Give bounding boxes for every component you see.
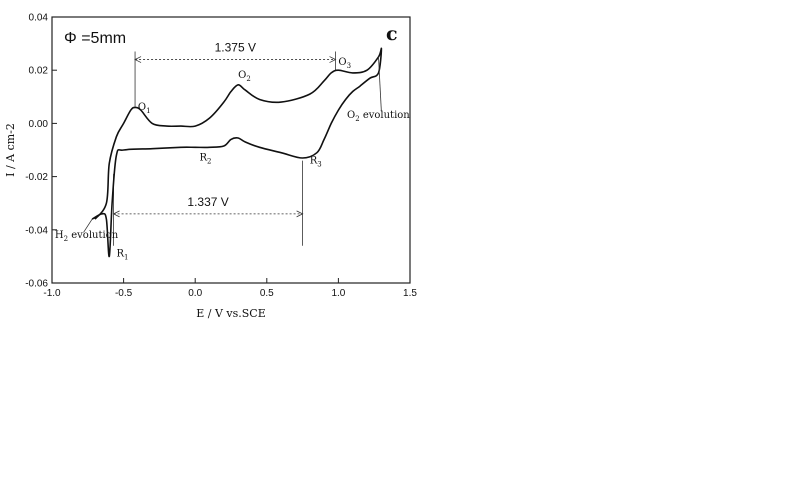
peak-label: R1 — [116, 248, 128, 261]
potential-difference-markers: 1.375 V 1.337 V — [112, 41, 337, 246]
peak-label-main: O — [138, 102, 146, 113]
x-tick-label: 1.5 — [403, 288, 417, 299]
y-tick-label: 0.00 — [29, 119, 49, 130]
peak-label: H2 evolution — [55, 230, 119, 243]
peak-label: O2 — [238, 70, 251, 83]
peak-label-sub: 3 — [347, 62, 351, 70]
panel-label: c — [386, 23, 398, 45]
y-tick-label: 0.04 — [29, 13, 49, 24]
h2-evolution-leader — [83, 218, 93, 233]
x-tick-label: 0.0 — [188, 288, 202, 299]
y-tick-label: 0.02 — [29, 66, 49, 77]
peak-label: R3 — [310, 155, 322, 168]
peak-label-tail: evolution — [360, 110, 411, 121]
peak-label-sub: 2 — [207, 158, 211, 166]
peak-label-main: R — [116, 248, 124, 259]
y-axis-title: I / A cm-2 — [4, 123, 17, 177]
x-axis-title: E / V vs.SCE — [196, 307, 266, 320]
phi-label: Φ =5mm — [64, 30, 126, 47]
peak-label: R2 — [199, 153, 211, 166]
cv-curve — [91, 47, 383, 258]
y-tick-label: -0.06 — [25, 279, 48, 290]
peak-label-main: O — [347, 110, 355, 121]
y-tick-label: -0.02 — [25, 172, 48, 183]
peak-label-sub: 1 — [146, 107, 150, 115]
o2-evolution-leader — [378, 56, 382, 112]
axis-ticks: -1.0 -0.5 0.0 0.5 1.0 1.5 0.04 0.02 0.00 -0.02 -0.… — [25, 13, 417, 300]
x-tick-label: -0.5 — [115, 288, 133, 299]
x-tick-label: 0.5 — [260, 288, 274, 299]
x-tick-label: 1.0 — [331, 288, 345, 299]
peak-label: O3 — [338, 57, 351, 70]
peak-label-main: H — [55, 230, 64, 241]
peak-label-sub: 2 — [64, 235, 68, 243]
y-tick-label: -0.04 — [25, 225, 48, 236]
dimension-label: 1.337 V — [187, 195, 228, 209]
peak-label-main: R — [310, 155, 318, 166]
x-tick-label: -1.0 — [43, 288, 61, 299]
dimension-label: 1.375 V — [215, 41, 256, 55]
peak-label-main: O — [338, 57, 346, 68]
peak-label-sub: 3 — [317, 160, 321, 168]
cv-series-line — [91, 47, 383, 258]
peak-label-sub: 2 — [355, 115, 359, 123]
peak-label: O2 evolution — [347, 110, 410, 123]
peak-label: O1 — [138, 102, 151, 115]
peak-label-sub: 1 — [124, 253, 128, 261]
plot-frame — [51, 16, 411, 284]
peak-label-main: R — [199, 153, 207, 164]
peak-label-main: O — [238, 70, 246, 81]
peak-label-sub: 2 — [246, 75, 250, 83]
peak-label-tail: evolution — [68, 230, 119, 241]
